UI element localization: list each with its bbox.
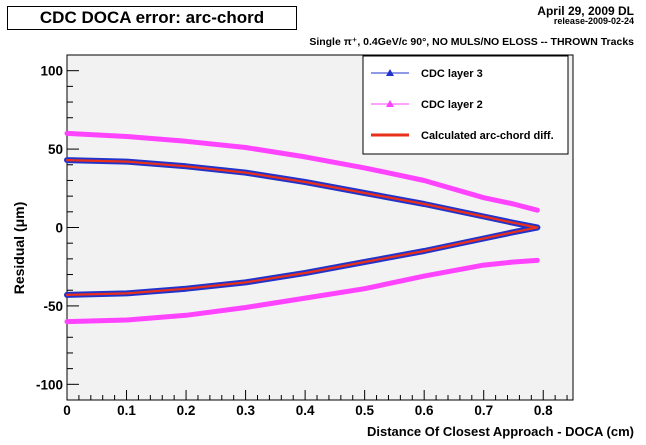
legend-marker [386,69,394,76]
x-axis-label: Distance Of Closest Approach - DOCA (cm) [366,424,634,439]
chart-subtitle: Single π⁺, 0.4GeV/c 90°, NO MULS/NO ELOS… [309,36,634,48]
axis-ticks: 0 0.1 0.2 0.3 0.4 0.5 0.6 0.7 0.8 -100 -50 0 50 100 [36,54,568,418]
legend: CDC layer 3 CDC layer 2 Calculated arc-cho… [362,55,569,155]
series-2-upper [65,159,539,229]
x-tick-label: 0.5 [355,403,374,418]
y-tick-label: 0 [55,221,63,236]
legend-box [362,55,569,155]
y-axis-label: Residual (μm) [11,201,27,295]
legend-label: CDC layer 2 [421,99,483,111]
chart-title: CDC DOCA error: arc-chord [7,6,297,30]
x-tick-label: 0.8 [534,403,553,418]
series-1 [64,130,540,325]
legend-item: Calculated arc-chord diff. [371,130,554,142]
x-tick-label: 0.3 [236,403,255,418]
x-tick-label: 0.1 [117,403,136,418]
series-1-lower [64,257,540,325]
x-tick-label: 0 [63,403,71,418]
x-tick-label: 0.6 [415,403,434,418]
x-tick-label: 0.7 [474,403,493,418]
release-text: release-2009-02-24 [553,16,634,26]
series-layer [64,130,541,325]
legend-label: Calculated arc-chord diff. [421,130,554,142]
series-2-lower [65,226,539,296]
legend-marker [386,100,394,107]
y-tick-label: -50 [43,299,63,314]
date-text: April 29, 2009 DL [537,4,634,18]
date-stamp: April 29, 2009 DL release-2009-02-24 [537,5,634,26]
x-tick-label: 0.4 [296,403,315,418]
legend-item: CDC layer 3 [371,68,483,80]
x-tick-label: 0.2 [177,403,196,418]
series-1-upper [64,130,540,213]
legend-item: CDC layer 2 [371,99,483,111]
series-2 [65,159,539,296]
legend-label: CDC layer 3 [421,68,483,80]
y-tick-label: -100 [36,377,63,392]
y-tick-label: 100 [40,64,63,79]
y-tick-label: 50 [48,142,63,157]
